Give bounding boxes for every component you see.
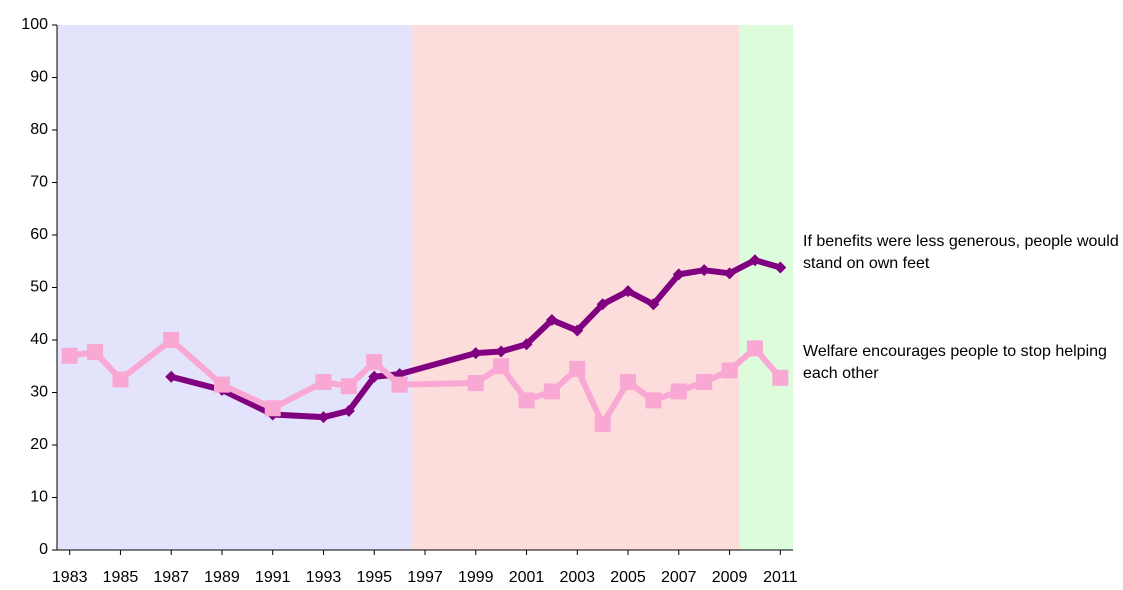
marker bbox=[366, 354, 383, 371]
marker bbox=[264, 400, 281, 417]
series-label: Welfare encourages people to stop helpin… bbox=[803, 342, 1107, 382]
marker bbox=[87, 344, 104, 361]
marker bbox=[112, 371, 129, 388]
marker bbox=[670, 383, 687, 400]
marker bbox=[774, 261, 787, 274]
y-tick-label: 10 bbox=[30, 489, 48, 506]
marker bbox=[165, 370, 178, 383]
x-tick-label: 1989 bbox=[204, 569, 240, 586]
y-tick-label: 90 bbox=[30, 69, 48, 86]
marker bbox=[469, 347, 482, 360]
shaded-region bbox=[57, 25, 413, 550]
marker bbox=[163, 332, 180, 348]
marker bbox=[518, 392, 535, 409]
marker bbox=[672, 268, 685, 281]
marker bbox=[748, 254, 761, 267]
marker bbox=[545, 314, 558, 327]
marker bbox=[746, 340, 763, 357]
shaded-region bbox=[739, 25, 793, 550]
y-tick-label: 60 bbox=[30, 226, 48, 243]
marker bbox=[391, 376, 408, 393]
x-tick-label: 1991 bbox=[255, 569, 291, 586]
x-tick-label: 2003 bbox=[559, 569, 595, 586]
marker bbox=[622, 285, 635, 298]
marker bbox=[467, 375, 484, 392]
marker bbox=[645, 392, 662, 409]
marker bbox=[520, 338, 533, 351]
x-tick-label: 1999 bbox=[458, 569, 494, 586]
marker bbox=[368, 370, 381, 383]
marker bbox=[569, 360, 586, 377]
y-tick-label: 20 bbox=[30, 436, 48, 453]
marker bbox=[620, 374, 637, 390]
x-tick-label: 2007 bbox=[661, 569, 697, 586]
marker bbox=[495, 345, 508, 358]
marker bbox=[594, 416, 611, 432]
marker bbox=[213, 376, 230, 393]
marker bbox=[571, 324, 584, 337]
y-tick-label: 30 bbox=[30, 384, 48, 401]
x-tick-label: 1995 bbox=[356, 569, 392, 586]
y-tick-label: 80 bbox=[30, 121, 48, 138]
marker bbox=[723, 267, 736, 280]
y-tick-label: 70 bbox=[30, 174, 48, 191]
marker bbox=[698, 264, 711, 277]
marker bbox=[647, 298, 660, 311]
x-tick-label: 2001 bbox=[509, 569, 545, 586]
marker bbox=[340, 378, 357, 395]
y-tick-label: 0 bbox=[39, 541, 48, 558]
marker bbox=[317, 411, 330, 424]
x-tick-label: 2009 bbox=[712, 569, 748, 586]
marker bbox=[543, 383, 560, 400]
y-tick-label: 40 bbox=[30, 331, 48, 348]
x-tick-label: 1997 bbox=[407, 569, 443, 586]
x-tick-label: 1985 bbox=[103, 569, 139, 586]
marker bbox=[596, 298, 609, 311]
y-tick-label: 50 bbox=[30, 279, 48, 296]
series-label: If benefits were less generous, people w… bbox=[803, 232, 1119, 272]
x-tick-label: 2011 bbox=[763, 569, 798, 586]
marker bbox=[696, 374, 713, 390]
marker bbox=[493, 358, 510, 375]
marker bbox=[342, 404, 355, 417]
marker bbox=[315, 374, 332, 390]
marker bbox=[772, 369, 789, 386]
x-tick-label: 2005 bbox=[610, 569, 646, 586]
x-tick-label: 1987 bbox=[153, 569, 189, 586]
x-tick-label: 1993 bbox=[306, 569, 342, 586]
x-tick-label: 1983 bbox=[52, 569, 88, 586]
y-tick-label: 100 bbox=[21, 16, 48, 33]
shaded-region bbox=[412, 25, 740, 550]
marker bbox=[61, 347, 78, 364]
marker bbox=[721, 362, 738, 379]
